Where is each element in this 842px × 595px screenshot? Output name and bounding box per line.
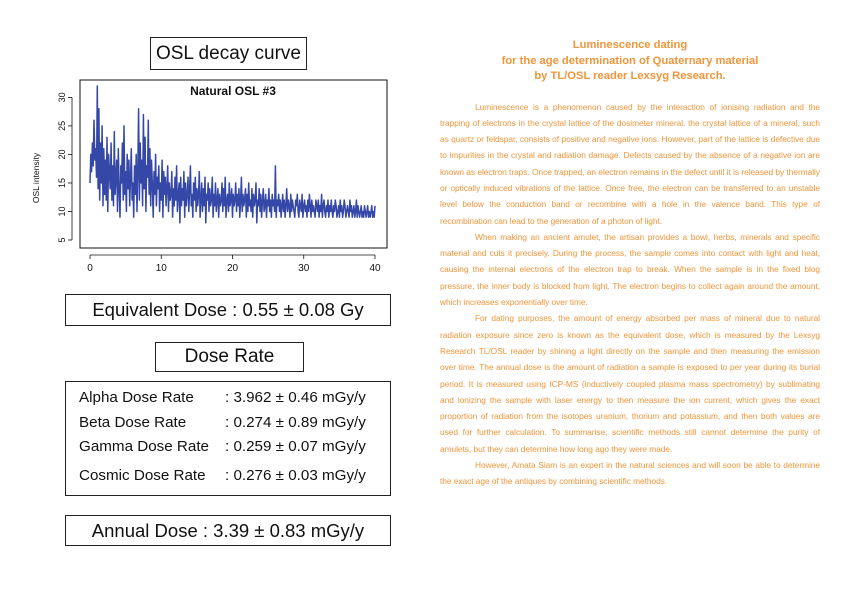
dose-rate-row-gamma: Gamma Dose Rate : 0.259 ± 0.07 mGy/y [79, 438, 366, 455]
equivalent-dose-box: Equivalent Dose : 0.55 ± 0.08 Gy [65, 294, 391, 326]
y-tick-label: 30 [57, 92, 67, 102]
dose-rate-value: : 0.274 ± 0.89 mGy/y [225, 414, 366, 431]
dose-rate-title: Dose Rate [184, 346, 275, 367]
series-line [89, 85, 376, 224]
dose-rate-row-beta: Beta Dose Rate : 0.274 ± 0.89 mGy/y [79, 414, 366, 431]
dose-rate-label: Cosmic Dose Rate [79, 467, 206, 484]
dose-rate-value: : 0.276 ± 0.03 mGy/y [225, 467, 366, 484]
dose-rates-box: Alpha Dose Rate : 3.962 ± 0.46 mGy/y Bet… [65, 381, 391, 496]
dose-rate-label: Beta Dose Rate [79, 414, 187, 431]
article-paragraph: For dating purposes, the amount of energ… [440, 313, 820, 454]
annual-dose: Annual Dose : 3.39 ± 0.83 mGy/y [91, 519, 365, 541]
article-title: Luminescence dating for the age determin… [440, 38, 820, 85]
equivalent-dose: Equivalent Dose : 0.55 ± 0.08 Gy [92, 299, 364, 320]
plot-frame [79, 79, 388, 249]
article-title-line: Luminescence dating [572, 39, 688, 51]
osl-chart-svg: Natural OSL #3 OSL intensity 5 10 15 20 25 30… [31, 79, 388, 274]
x-tick-label: 30 [298, 263, 310, 274]
y-tick-label: 20 [57, 149, 67, 159]
x-tick-label: 0 [87, 263, 93, 274]
article-title-line: for the age determination of Quaternary … [501, 54, 759, 67]
osl-title-box: OSL decay curve [150, 37, 307, 70]
article-title-line: by TL/OSL reader Lexsyg Research. [534, 70, 726, 82]
article: Luminescence dating for the age determin… [440, 38, 820, 490]
osl-chart: Natural OSL #3 OSL intensity 5 10 15 20 25 30… [30, 78, 390, 288]
dose-rate-row-cosmic: Cosmic Dose Rate : 0.276 ± 0.03 mGy/y [79, 467, 366, 484]
y-tick-label: 15 [57, 178, 67, 188]
dose-rate-label: Alpha Dose Rate [79, 389, 194, 406]
y-axis-label: OSL intensity [31, 152, 41, 203]
x-tick-label: 40 [369, 263, 381, 274]
dose-rate-label: Gamma Dose Rate [79, 438, 209, 455]
dose-rate-value: : 3.962 ± 0.46 mGy/y [225, 389, 366, 406]
article-paragraph: Luminescence is a phenomenon caused by t… [440, 101, 820, 226]
annual-dose-box: Annual Dose : 3.39 ± 0.83 mGy/y [65, 515, 391, 546]
y-tick-label: 5 [57, 237, 67, 242]
dose-rate-value: : 0.259 ± 0.07 mGy/y [225, 438, 366, 455]
osl-title: OSL decay curve [155, 42, 302, 64]
article-paragraph: However, Amata Siam is an expert in the … [440, 460, 820, 487]
y-tick-label: 10 [57, 206, 67, 216]
dose-rate-row-alpha: Alpha Dose Rate : 3.962 ± 0.46 mGy/y [79, 389, 366, 406]
dose-rate-title-box: Dose Rate [155, 342, 304, 372]
chart-title: Natural OSL #3 [190, 84, 276, 98]
x-tick-label: 10 [156, 263, 168, 274]
y-tick-label: 25 [57, 121, 67, 131]
x-tick-label: 20 [227, 263, 239, 274]
article-paragraph: When making an ancient amulet, the artis… [440, 231, 820, 308]
